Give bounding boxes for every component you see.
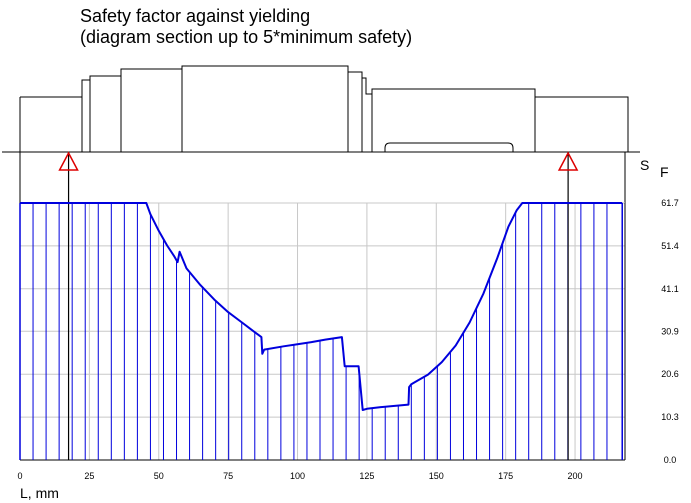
- keyway: [384, 142, 514, 152]
- y-tick-label-5: 51.4: [661, 241, 679, 251]
- y-tick-label-2: 20.6: [661, 369, 679, 379]
- y-axis-label-main: S: [640, 157, 649, 173]
- hatch-lines: [19, 203, 623, 460]
- grid-lines: [19, 202, 626, 461]
- x-axis-label: L, mm: [20, 485, 59, 501]
- shaft-upper-profile: [20, 65, 629, 152]
- x-tick-label-4: 100: [290, 471, 305, 481]
- support-marker-1: [557, 151, 579, 171]
- x-tick-label-7: 175: [498, 471, 513, 481]
- x-tick-label-8: 200: [568, 471, 583, 481]
- chart-title-line-1: Safety factor against yielding: [80, 6, 311, 26]
- x-tick-label-1: 25: [84, 471, 94, 481]
- x-tick-labels: 0 25 50 75 100 125 150 175 200: [17, 471, 582, 481]
- x-tick-label-3: 75: [223, 471, 233, 481]
- y-tick-label-3: 30.9: [661, 326, 679, 336]
- x-tick-label-0: 0: [17, 471, 22, 481]
- y-tick-labels: 0.0 10.3 20.6 30.9 41.1 51.4 61.7: [661, 198, 679, 465]
- y-tick-label-1: 10.3: [661, 412, 679, 422]
- x-tick-label-2: 50: [154, 471, 164, 481]
- chart-title-line-2: (diagram section up to 5*minimum safety): [80, 27, 413, 47]
- x-tick-label-5: 125: [359, 471, 374, 481]
- y-tick-label-4: 41.1: [661, 284, 679, 294]
- shaft-outline: [19, 65, 629, 152]
- safety-factor-curve-group: [20, 202, 623, 411]
- y-tick-label-0: 0.0: [664, 455, 677, 465]
- safety-factor-curve: [20, 202, 623, 411]
- support-marker-0: [58, 151, 79, 171]
- chart-title: Safety factor against yielding (diagram …: [80, 6, 412, 48]
- y-axis-label-sub: F: [660, 164, 669, 180]
- y-tick-label-6: 61.7: [661, 198, 679, 208]
- x-tick-label-6: 150: [429, 471, 444, 481]
